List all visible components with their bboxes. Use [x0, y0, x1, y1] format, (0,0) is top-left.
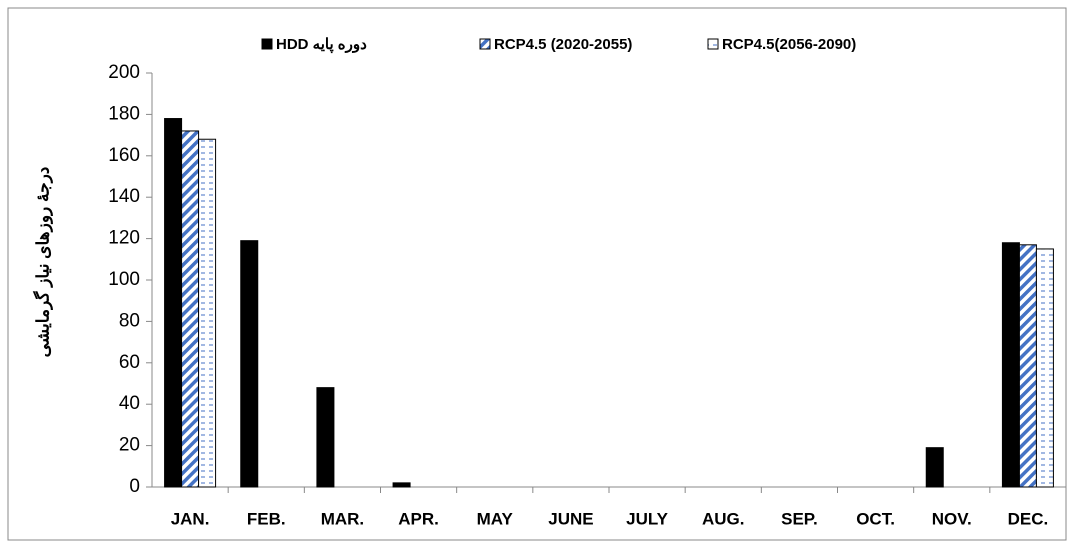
legend-label: RCP4.5(2056-2090): [722, 36, 856, 53]
y-tick-label: 80: [119, 310, 140, 331]
x-tick-label: DEC.: [1008, 509, 1049, 528]
y-tick-label: 140: [108, 186, 140, 207]
x-tick-label: MAY: [477, 509, 514, 528]
bar: [1001, 242, 1020, 488]
legend-swatch: [261, 38, 273, 50]
bar: [392, 482, 411, 488]
x-tick-label: JULY: [626, 509, 669, 528]
bar: [1035, 248, 1054, 488]
bar: [925, 447, 944, 488]
y-tick-label: 120: [108, 228, 140, 249]
legend-label: RCP4.5 (2020-2055): [494, 36, 632, 53]
x-tick-label: MAR.: [321, 509, 364, 528]
x-tick-label: AUG.: [702, 509, 745, 528]
x-tick-label: JAN.: [171, 509, 210, 528]
y-tick-label: 60: [119, 352, 140, 373]
y-axis-label: درجهٔ روزهای نیاز گرمایشی: [32, 167, 53, 358]
y-tick-label: 40: [119, 393, 140, 414]
bar: [1018, 244, 1037, 488]
x-tick-label: APR.: [398, 509, 439, 528]
y-tick-label: 20: [119, 435, 140, 456]
y-tick-label: 100: [108, 269, 140, 290]
y-tick-label: 160: [108, 145, 140, 166]
legend-label: HDD دوره پایه: [276, 36, 367, 54]
x-tick-label: FEB.: [247, 509, 286, 528]
y-tick-label: 180: [108, 103, 140, 124]
x-tick-label: OCT.: [856, 509, 895, 528]
x-tick-label: SEP.: [781, 509, 818, 528]
bar: [198, 138, 217, 488]
chart-border: [7, 7, 1067, 541]
x-tick-label: JUNE: [548, 509, 593, 528]
x-tick-label: NOV.: [932, 509, 972, 528]
bar: [181, 130, 200, 488]
legend-swatch: [479, 38, 491, 50]
legend-swatch: [707, 38, 719, 50]
bar: [316, 387, 335, 488]
bar: [164, 118, 183, 488]
y-tick-label: 0: [129, 476, 140, 497]
y-tick-label: 200: [108, 62, 140, 83]
bar: [240, 240, 259, 488]
